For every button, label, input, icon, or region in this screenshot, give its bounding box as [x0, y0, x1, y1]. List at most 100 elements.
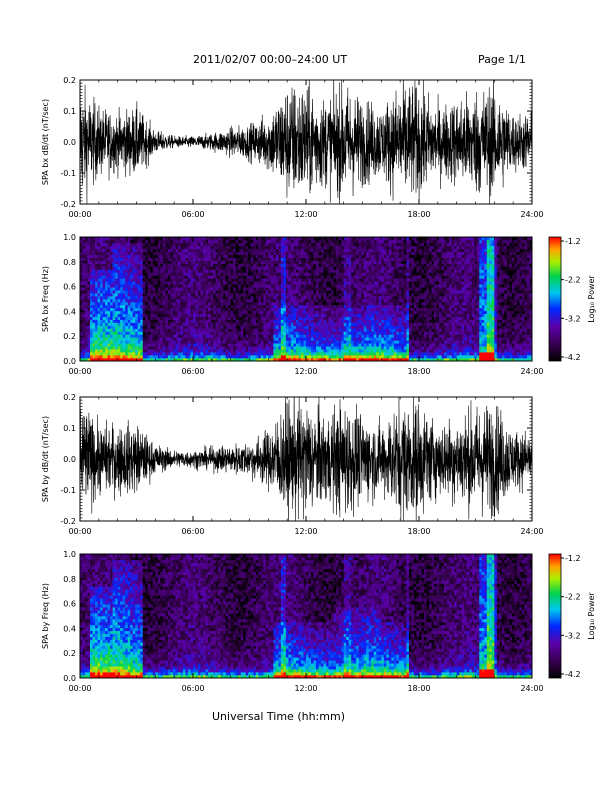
heatmap-cell — [273, 245, 277, 250]
heatmap-cell — [358, 251, 362, 256]
heatmap-cell — [313, 325, 317, 329]
heatmap-cell — [175, 313, 179, 318]
heatmap-cell — [95, 325, 98, 329]
heatmap-cell — [110, 349, 113, 353]
heatmap-cell — [255, 340, 259, 344]
heatmap-cell — [130, 237, 134, 241]
heatmap-cell — [288, 281, 292, 285]
heatmap-cell — [142, 284, 146, 288]
heatmap-cell — [147, 266, 151, 270]
heatmap-cell — [363, 313, 367, 318]
heatmap-cell — [87, 257, 91, 261]
heatmap-cell — [167, 313, 171, 318]
heatmap-cell — [100, 269, 103, 273]
heatmap-cell — [193, 269, 196, 273]
heatmap-cell — [331, 248, 334, 253]
heatmap-cell — [127, 284, 131, 288]
heatmap-cell — [288, 307, 292, 312]
heatmap-cell — [170, 269, 174, 273]
heatmap-cell — [185, 337, 189, 341]
heatmap-cell — [157, 299, 161, 303]
heatmap-cell — [280, 331, 284, 335]
heatmap-cell — [258, 245, 262, 250]
heatmap-cell — [115, 328, 118, 332]
heatmap-cell — [185, 304, 189, 309]
heatmap-cell — [172, 355, 176, 359]
heatmap-cell — [145, 340, 149, 344]
heatmap-cell — [356, 325, 360, 329]
heatmap-cell — [333, 343, 337, 347]
heatmap-cell — [353, 248, 357, 253]
heatmap-cell — [263, 304, 267, 309]
heatmap-cell — [182, 316, 186, 320]
heatmap-cell — [300, 272, 304, 276]
heatmap-cell — [120, 293, 123, 297]
heatmap-cell — [97, 337, 101, 341]
heatmap-cell — [338, 299, 342, 303]
heatmap-cell — [358, 355, 362, 359]
heatmap-cell — [120, 346, 123, 350]
heatmap-cell — [295, 343, 299, 347]
heatmap-cell — [112, 340, 116, 344]
heatmap-cell — [137, 340, 141, 344]
heatmap-cell — [285, 290, 289, 294]
heatmap-cell — [258, 313, 262, 318]
heatmap-cell — [125, 266, 129, 270]
heatmap-cell — [95, 237, 98, 241]
heatmap-cell — [308, 254, 312, 258]
heatmap-cell — [218, 237, 221, 241]
heatmap-cell — [150, 307, 154, 312]
heatmap-cell — [220, 269, 224, 273]
heatmap-cell — [336, 316, 339, 320]
heatmap-cell — [308, 299, 312, 303]
heatmap-cell — [228, 287, 231, 291]
heatmap-cell — [87, 346, 91, 350]
heatmap-cell — [155, 358, 159, 362]
heatmap-cell — [87, 275, 91, 279]
heatmap-cell — [132, 269, 136, 273]
heatmap-cell — [187, 263, 191, 267]
heatmap-cell — [135, 266, 139, 270]
heatmap-cell — [323, 319, 327, 323]
heatmap-cell — [92, 304, 96, 309]
heatmap-cell — [243, 269, 247, 273]
heatmap-cell — [353, 346, 357, 350]
heatmap-cell — [341, 299, 344, 303]
heatmap-cell — [170, 325, 174, 329]
heatmap-cell — [263, 307, 267, 312]
heatmap-cell — [112, 322, 116, 326]
heatmap-cell — [117, 266, 121, 270]
heatmap-cell — [366, 355, 370, 359]
heatmap-cell — [147, 340, 151, 344]
heatmap-cell — [90, 290, 93, 294]
heatmap-cell — [80, 245, 83, 250]
heatmap-cell — [165, 349, 169, 353]
heatmap-cell — [165, 254, 169, 258]
heatmap-cell — [293, 328, 297, 332]
heatmap-cell — [298, 290, 302, 294]
heatmap-cell — [295, 325, 299, 329]
heatmap-cell — [193, 352, 196, 356]
heatmap-cell — [190, 242, 194, 247]
heatmap-cell — [260, 343, 264, 347]
heatmap-cell — [152, 239, 156, 244]
heatmap-cell — [353, 278, 357, 282]
heatmap-cell — [182, 237, 186, 241]
heatmap-cell — [295, 260, 299, 264]
heatmap-cell — [102, 322, 106, 326]
heatmap-cell — [366, 266, 370, 270]
heatmap-cell — [147, 248, 151, 253]
heatmap-cell — [356, 239, 360, 244]
heatmap-cell — [265, 254, 269, 258]
heatmap-cell — [190, 355, 194, 359]
heatmap-cell — [308, 331, 312, 335]
heatmap-cell — [248, 293, 252, 297]
heatmap-cell — [306, 242, 309, 247]
heatmap-cell — [125, 260, 129, 264]
heatmap-cell — [363, 355, 367, 359]
heatmap-cell — [127, 260, 131, 264]
heatmap-cell — [228, 275, 231, 279]
heatmap-cell — [331, 304, 334, 309]
heatmap-cell — [351, 269, 355, 273]
heatmap-cell — [203, 304, 206, 309]
